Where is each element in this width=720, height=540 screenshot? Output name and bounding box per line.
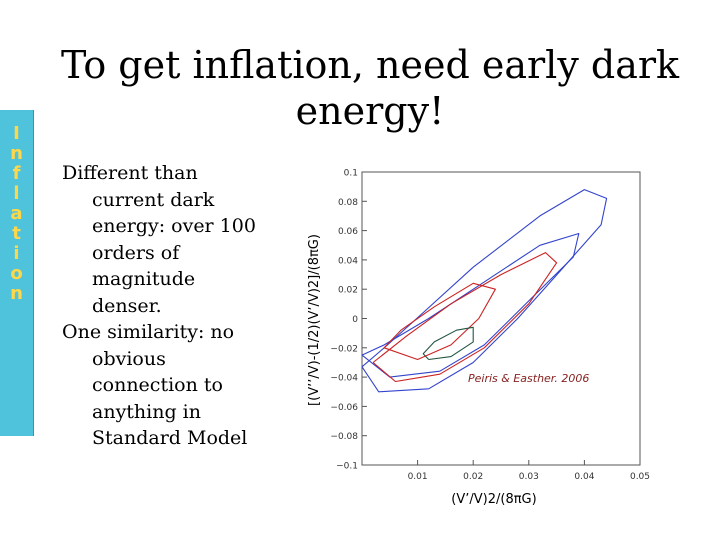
contour-series-line (383, 282, 496, 361)
y-tick-label: 0 (352, 315, 358, 325)
contour-series-line (422, 326, 474, 361)
series-contours (361, 189, 608, 393)
x-tick-label: 0.05 (630, 472, 650, 482)
constraint-plot: 0.1 0.08 0.06 0.04 0.02 0 −0.02 −0.04 −0.06 −0.08… (300, 160, 660, 516)
x-tick-label: 0.01 (408, 472, 428, 482)
sidebar-letter: n (10, 283, 23, 304)
sidebar-letter: I (13, 123, 20, 144)
y-tick-label: 0.08 (338, 198, 358, 208)
y-tick-label: −0.06 (330, 403, 358, 413)
sidebar-banner: I n f l a t i o n (0, 110, 34, 436)
sidebar-letter: t (12, 223, 21, 244)
y-axis-label: [(V’’/V)-(1/2)(V’/V)2]/(8πG) (307, 234, 322, 406)
y-tick-label: −0.04 (330, 374, 358, 384)
y-tick-label: 0.02 (338, 286, 358, 296)
sidebar-letter: i (13, 243, 20, 264)
contour-series-line (361, 232, 580, 378)
contour-series-line (361, 189, 608, 393)
slide-title: To get inflation, need early dark energy… (60, 43, 680, 133)
y-tick-label: 0.06 (338, 227, 358, 237)
sidebar-letter: a (10, 203, 23, 224)
sidebar-letter: f (12, 163, 21, 184)
bullet-item: Different than current dark energy: over… (62, 162, 256, 317)
sidebar-letter: n (10, 143, 23, 164)
y-tick-label: −0.1 (336, 462, 358, 472)
x-axis-ticks: 0.01 0.02 0.03 0.04 0.05 (408, 460, 650, 482)
y-tick-label: −0.08 (330, 432, 358, 442)
contour-series-line (372, 252, 558, 383)
x-tick-label: 0.03 (519, 472, 539, 482)
chart-svg: 0.1 0.08 0.06 0.04 0.02 0 −0.02 −0.04 −0.06 −0.08… (307, 169, 650, 508)
y-tick-label: −0.02 (330, 344, 358, 354)
x-tick-label: 0.02 (463, 472, 483, 482)
x-axis-label: (V’/V)2/(8πG) (451, 492, 536, 507)
y-tick-label: 0.1 (344, 169, 358, 179)
citation-annotation: Peiris & Easther. 2006 (468, 372, 589, 385)
y-axis-ticks: 0.1 0.08 0.06 0.04 0.02 0 −0.02 −0.04 −0.06 −0.08… (330, 169, 367, 472)
bullet-list: Different than current dark energy: over… (62, 160, 267, 452)
y-tick-label: 0.04 (338, 256, 358, 266)
sidebar-letter: l (13, 183, 20, 204)
x-tick-label: 0.04 (574, 472, 594, 482)
sidebar-vertical-word: I n f l a t i o n (0, 124, 33, 304)
plot-area (361, 171, 641, 466)
sidebar-letter: o (10, 263, 23, 284)
bullet-item: One similarity: no obvious connection to… (62, 321, 248, 449)
